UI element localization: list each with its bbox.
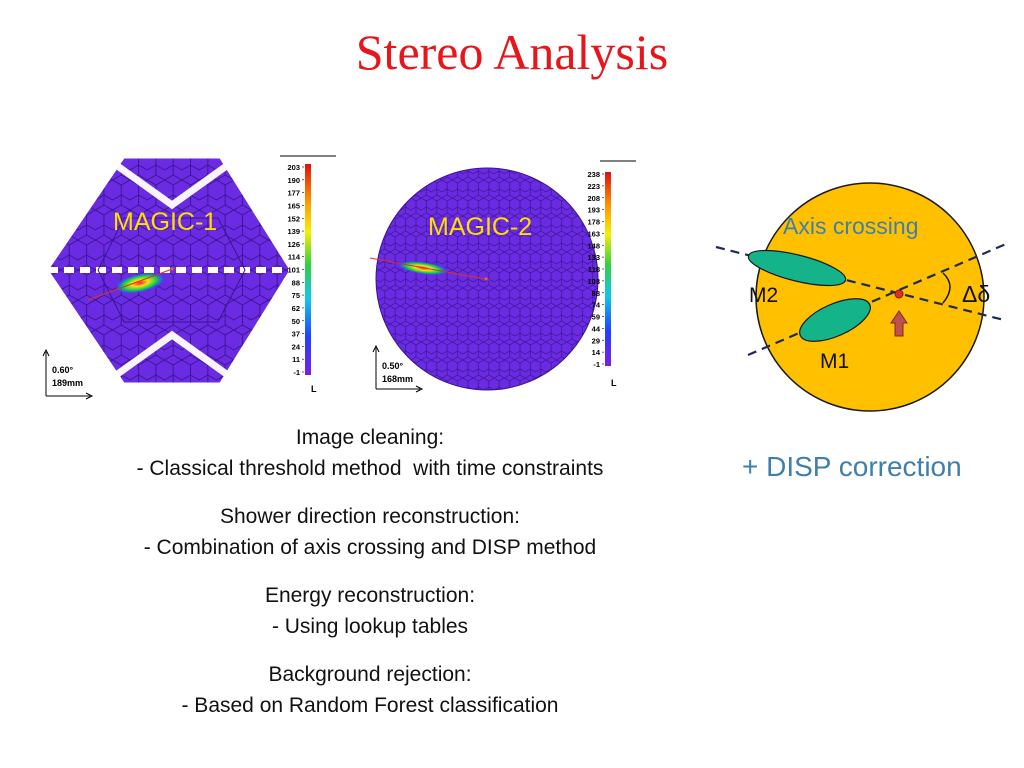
crossing-point (894, 289, 904, 299)
colorbar-tick-label: -1 (293, 368, 300, 377)
colorbar-tick-label: 190 (287, 176, 300, 185)
colorbar-tick-label: 24 (292, 342, 301, 351)
section-image-cleaning: Image cleaning: - Classical threshold me… (60, 422, 680, 484)
colorbar-tick-label: 223 (587, 182, 600, 191)
colorbar-tick-label: 114 (288, 253, 301, 262)
section-shower-direction: Shower direction reconstruction: - Combi… (60, 501, 680, 563)
magic1-camera-display: * (47, 157, 291, 384)
delta-angle-arc (942, 272, 951, 304)
colorbar-tick-label: 88 (592, 289, 600, 298)
colorbar-tick-label: 103 (587, 277, 600, 286)
magic2-label: MAGIC-2 (428, 213, 532, 241)
section-heading: Background rejection: (268, 663, 472, 686)
disp-arrow-icon (890, 310, 908, 337)
magic2-scale-mm: 168mm (382, 374, 413, 384)
magic2-scale-angle: 0.50° (382, 361, 404, 371)
magic2-scale-bar (372, 344, 424, 393)
camera-disk (755, 182, 985, 412)
colorbar-tick-label: 163 (587, 229, 600, 238)
m2-label: M2 (749, 284, 778, 307)
magic1-scale-angle: 0.60° (52, 365, 74, 375)
colorbar-tick-label: 203 (287, 163, 300, 172)
m2-image-ellipse (747, 249, 847, 287)
colorbar-tick-label: 75 (292, 291, 300, 300)
section-heading: Image cleaning: (295, 426, 445, 449)
section-heading: Energy reconstruction: (264, 584, 476, 607)
colorbar-tick-label: 29 (592, 336, 600, 345)
m1-image-ellipse (799, 298, 871, 342)
section-detail: - Using lookup tables (271, 615, 469, 638)
axis-crossing-diagram (715, 182, 1007, 412)
svg-text:*: * (170, 266, 174, 277)
svg-text:*: * (484, 276, 488, 287)
diagram-title: Axis crossing (783, 213, 918, 239)
section-energy-reconstruction: Energy reconstruction: - Using lookup ta… (60, 580, 680, 642)
section-detail: - Combination of axis crossing and DISP … (143, 536, 597, 559)
section-background-rejection: Background rejection: - Based on Random … (60, 659, 680, 721)
colorbar-tick-label: 165 (287, 201, 300, 210)
colorbar-tick-label: 11 (292, 355, 300, 364)
colorbar-tick-label: 14 (592, 348, 601, 357)
slide-title: Stereo Analysis (355, 24, 669, 80)
section-heading: Shower direction reconstruction: (220, 505, 520, 528)
colorbar-tick-label: 178 (587, 218, 600, 227)
disp-correction-note: + DISP correction (742, 451, 962, 482)
colorbar-tick-label: 88 (292, 278, 300, 287)
magic1-colorbar-ticks: 203 190 177 165 152 139 126 114 101 88 75 62 50 37 24 1… (287, 163, 304, 377)
colorbar-tick-label: 152 (287, 214, 300, 223)
m1-axis-line (747, 242, 1007, 357)
delta-label: Δδ (962, 281, 990, 307)
colorbar-tick-label: 133 (587, 253, 600, 262)
colorbar-tick-label: 37 (292, 330, 300, 339)
colorbar-tick-label: 118 (588, 265, 600, 274)
colorbar-tick-label: 62 (292, 304, 300, 313)
colorbar-tick-label: 177 (287, 189, 300, 198)
colorbar-tick-label: 208 (587, 194, 600, 203)
magic2-camera-display: * (369, 167, 599, 391)
colorbar-tick-label: 50 (292, 317, 300, 326)
m1-label: M1 (820, 350, 849, 373)
colorbar-tick-label: 59 (592, 313, 600, 322)
magic1-scale-bar (42, 348, 94, 400)
colorbar-tick-label: 148 (587, 241, 600, 250)
analysis-steps: Image cleaning: - Classical threshold me… (60, 422, 680, 738)
magic1-colorbar (305, 164, 311, 375)
magic2-colorbar (605, 172, 611, 366)
section-detail: - Based on Random Forest classification (181, 694, 559, 717)
colorbar-tick-label: 193 (587, 206, 600, 215)
colorbar-tick-label: 44 (592, 324, 601, 333)
colorbar-tick-label: 238 (587, 170, 600, 179)
magic1-scale-mm: 189mm (52, 378, 83, 388)
magic1-label: MAGIC-1 (113, 208, 217, 236)
magic2-colorbar-ticks: 238 223 208 193 178 163 148 133 118 103 88 74 59 44 29… (587, 170, 604, 369)
section-detail: - Classical threshold method with time c… (136, 457, 604, 480)
colorbar-tick-label: -1 (593, 360, 600, 369)
colorbar-tick-label: 126 (287, 240, 300, 249)
magic2-colorbar-unit: L (611, 378, 617, 388)
colorbar-tick-label: 74 (592, 301, 601, 310)
colorbar-tick-label: 101 (287, 266, 300, 275)
colorbar-tick-label: 139 (287, 227, 300, 236)
magic1-colorbar-unit: L (311, 384, 317, 394)
